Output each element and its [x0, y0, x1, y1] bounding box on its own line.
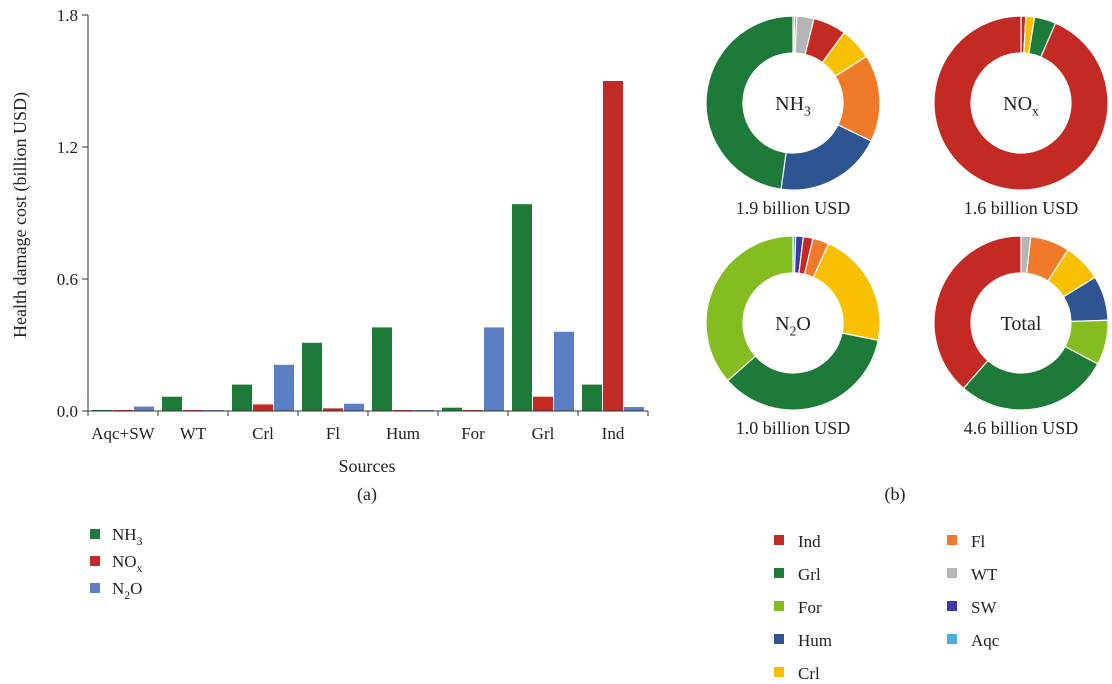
bar-NOx-Ind: [603, 81, 623, 411]
donut-slice-Ind: [933, 15, 1109, 191]
donut-center-label-base: N: [775, 313, 789, 335]
bar-N2O-Aqc+SW: [134, 406, 154, 411]
legend-label-For: For: [798, 598, 822, 617]
legend-label-NH3: NH3: [112, 525, 143, 548]
legend-label-N2O-sub: 2: [124, 589, 130, 602]
legend-swatch-Crl: [774, 667, 784, 677]
donut-3: N2O 1.0 billion USD: [705, 235, 881, 438]
legend-label-N2O: N2O: [112, 579, 142, 602]
donut-slice-Grl: [962, 345, 1099, 411]
x-axis-label: Sources: [339, 456, 396, 476]
bar-NOx-Fl: [323, 408, 343, 411]
x-tick-label: Aqc+SW: [91, 424, 155, 443]
legend-label-NOx: NOx: [112, 552, 143, 575]
bar-NH3-Hum: [372, 327, 392, 411]
legend-label-N2O-tail: O: [130, 579, 142, 598]
donut-slice-For: [705, 235, 794, 382]
x-tick-label: Grl: [532, 424, 555, 443]
donut-2: NOx 1.6 billion USD: [933, 15, 1109, 218]
legend-swatch-NH3: [90, 529, 100, 539]
legend-label-NOx-base: NO: [112, 552, 137, 571]
legend-label-SW: SW: [971, 598, 997, 617]
donut-slice-Ind: [933, 235, 1022, 390]
bar-N2O-Grl: [554, 331, 574, 411]
bar-N2O-Crl: [274, 364, 294, 411]
legend-label-Ind: Ind: [798, 532, 821, 551]
legend-label-Aqc: Aqc: [971, 631, 1000, 650]
bar-axes: 0.0 0.6 1.2 1.8 Aqc+SW WT Crl Fl Hum For Grl Ind: [57, 6, 649, 443]
bar-NH3-Fl: [302, 342, 322, 411]
bar-NOx-Crl: [253, 404, 273, 411]
donut-center-label-sub: 3: [804, 104, 811, 119]
legend-swatch-N2O: [90, 583, 100, 593]
donut-caption: 1.6 billion USD: [964, 198, 1079, 218]
bar-N2O-Ind: [624, 407, 644, 411]
y-tick-label: 1.8: [57, 6, 78, 25]
donut-center-label: Total: [1001, 313, 1042, 335]
legend-swatch-Fl: [947, 535, 957, 545]
bar-chart: 0.0 0.6 1.2 1.8 Aqc+SW WT Crl Fl Hum For Grl Ind He…: [10, 6, 649, 505]
x-tick-label: Hum: [386, 424, 420, 443]
bar-NH3-Ind: [582, 384, 602, 411]
donut-center-label-base: NO: [1003, 93, 1032, 115]
bar-N2O-Fl: [344, 403, 364, 411]
donut-4: Total 4.6 billion USD: [933, 235, 1109, 438]
y-tick-label: 0.0: [57, 402, 78, 421]
y-tick-label: 0.6: [57, 270, 78, 289]
donut-center-label: N2O: [775, 313, 811, 339]
legend-swatch-WT: [947, 568, 957, 578]
legend-swatch-Aqc: [947, 634, 957, 644]
legend-swatch-NOx: [90, 556, 100, 566]
donut-caption: 1.9 billion USD: [736, 198, 851, 218]
donut-caption: 1.0 billion USD: [736, 418, 851, 438]
x-tick-label: WT: [180, 424, 207, 443]
legend-label-WT: WT: [971, 565, 998, 584]
x-tick-label: Ind: [602, 424, 625, 443]
bar-marks: [92, 81, 644, 411]
donut-center-label-base: Total: [1001, 313, 1042, 335]
legend-label-Hum: Hum: [798, 631, 832, 650]
bar-NOx-Grl: [533, 396, 553, 411]
donut-1: NH3 1.9 billion USD: [705, 15, 881, 218]
donut-slice-Grl: [726, 332, 879, 411]
donut-center-label-base: NH: [775, 93, 804, 115]
bar-NH3-Crl: [232, 384, 252, 411]
legend-swatch-For: [774, 601, 784, 611]
donut-center-label-sub: x: [1032, 104, 1039, 119]
donut-center-label: NOx: [1003, 93, 1039, 119]
legend-label-NH3-sub: 3: [137, 535, 143, 548]
legend-label-Crl: Crl: [798, 664, 820, 683]
legend-label-NOx-sub: x: [137, 562, 143, 575]
donut-slice-Grl: [705, 15, 794, 190]
donut-caption: 4.6 billion USD: [964, 418, 1079, 438]
bar-N2O-For: [484, 327, 504, 411]
donut-charts: NH3 1.9 billion USD NOx 1.6 billion USD N2O 1…: [705, 15, 1109, 438]
donut-slice-Crl: [812, 242, 881, 342]
legend-label-NH3-base: NH: [112, 525, 137, 544]
donut-center-label-tail: O: [796, 313, 810, 335]
y-axis-label: Health damage cost (billion USD): [10, 92, 31, 338]
legend-swatch-Grl: [774, 568, 784, 578]
x-tick-label: For: [461, 424, 485, 443]
bar-NH3-Grl: [512, 204, 532, 411]
donut-center-label: NH3: [775, 93, 811, 119]
y-tick-label: 1.2: [57, 138, 78, 157]
x-tick-label: Crl: [252, 424, 274, 443]
legend-swatch-SW: [947, 601, 957, 611]
bar-NH3-WT: [162, 396, 182, 411]
legend-swatch-Ind: [774, 535, 784, 545]
panel-a-label: (a): [357, 484, 377, 505]
legend-swatch-Hum: [774, 634, 784, 644]
legend-label-N2O-base: N: [112, 579, 124, 598]
x-tick-label: Fl: [326, 424, 340, 443]
donut-slice-Hum: [780, 124, 873, 191]
donut-center-label-sub: 2: [790, 324, 797, 339]
panel-b-label: (b): [885, 484, 906, 505]
legend-label-Fl: Fl: [971, 532, 985, 551]
bar-NH3-For: [442, 407, 462, 411]
legend-label-Grl: Grl: [798, 565, 821, 584]
donut-legend: Ind Grl For Hum Crl Fl WT SW Aqc: [774, 532, 1000, 683]
